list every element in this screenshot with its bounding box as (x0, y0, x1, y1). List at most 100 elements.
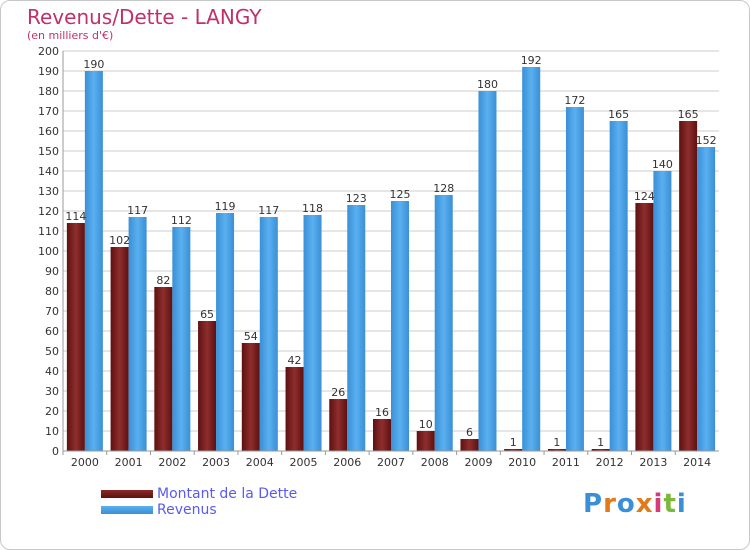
bar-dette (547, 449, 566, 451)
proxiti-logo: Proxiti (583, 489, 687, 519)
bar-revenus (128, 217, 147, 451)
y-tick-label: 0 (52, 445, 59, 458)
legend-item-dette: Montant de la Dette (101, 486, 297, 502)
y-tick-label: 190 (38, 65, 59, 78)
x-tick-label: 2004 (246, 456, 274, 469)
bar-dette (110, 247, 129, 451)
data-label: 1 (597, 436, 604, 449)
y-tick-label: 50 (45, 345, 59, 358)
bar-revenus (565, 107, 584, 451)
bar-revenus (303, 215, 322, 451)
legend-swatch-revenus (101, 506, 153, 514)
data-label: 54 (244, 330, 258, 343)
data-label: 10 (419, 418, 433, 431)
bar-dette (285, 367, 304, 451)
data-label: 192 (521, 54, 542, 67)
data-label: 42 (288, 354, 302, 367)
y-tick-label: 100 (38, 245, 59, 258)
x-tick-label: 2003 (202, 456, 230, 469)
data-label: 180 (477, 78, 498, 91)
data-label: 1 (510, 436, 517, 449)
legend-item-revenus: Revenus (101, 502, 297, 518)
bar-dette (373, 419, 391, 451)
data-label: 117 (258, 204, 279, 217)
data-label: 82 (156, 274, 170, 287)
data-label: 172 (564, 94, 585, 107)
data-label: 124 (634, 190, 655, 203)
x-tick-label: 2001 (115, 456, 143, 469)
bar-dette (504, 449, 523, 451)
bar-revenus (522, 67, 541, 451)
y-tick-label: 90 (45, 265, 59, 278)
x-tick-label: 2002 (158, 456, 186, 469)
data-label: 165 (678, 108, 699, 121)
bar-revenus (653, 171, 672, 451)
y-tick-label: 70 (45, 305, 59, 318)
bar-revenus (609, 121, 628, 451)
y-tick-label: 180 (38, 85, 59, 98)
data-label: 119 (215, 200, 236, 213)
y-tick-label: 10 (45, 425, 59, 438)
y-tick-label: 110 (38, 225, 59, 238)
bar-revenus (84, 71, 103, 451)
bar-dette (66, 223, 85, 451)
bar-revenus (391, 201, 409, 451)
bar-revenus (347, 205, 366, 451)
chart-subtitle: (en milliers d'€) (27, 29, 114, 42)
bar-revenus (259, 217, 278, 451)
bar-dette (154, 287, 173, 451)
data-label: 117 (127, 204, 148, 217)
data-label: 125 (390, 188, 411, 201)
bar-revenus (697, 147, 716, 451)
y-tick-label: 140 (38, 165, 59, 178)
data-label: 165 (608, 108, 629, 121)
data-label: 112 (171, 214, 192, 227)
bar-revenus (172, 227, 191, 451)
data-label: 118 (302, 202, 323, 215)
y-tick-label: 20 (45, 405, 59, 418)
legend: Montant de la Dette Revenus (101, 486, 297, 518)
legend-label-revenus: Revenus (157, 502, 217, 518)
data-labels: 1141901021178211265119541174211826123161… (65, 54, 716, 449)
x-tick-label: 2014 (683, 456, 711, 469)
y-tick-label: 160 (38, 125, 59, 138)
x-tick-label: 2013 (639, 456, 667, 469)
data-label: 65 (200, 308, 214, 321)
x-tick-label: 2005 (290, 456, 318, 469)
bar-dette (198, 321, 217, 451)
bar-dette (416, 431, 435, 451)
y-tick-label: 30 (45, 385, 59, 398)
y-tick-label: 150 (38, 145, 59, 158)
chart-title: Revenus/Dette - LANGY (27, 5, 262, 29)
bar-dette (460, 439, 479, 451)
data-label: 1 (553, 436, 560, 449)
x-tick-label: 2009 (464, 456, 492, 469)
y-tick-label: 80 (45, 285, 59, 298)
y-tick-label: 200 (38, 45, 59, 58)
bar-dette (635, 203, 654, 451)
data-label: 6 (466, 426, 473, 439)
data-label: 102 (109, 234, 130, 247)
data-label: 190 (83, 58, 104, 71)
x-tick-label: 2010 (508, 456, 536, 469)
bar-revenus (434, 195, 453, 451)
x-tick-label: 2000 (71, 456, 99, 469)
data-label: 140 (652, 158, 673, 171)
data-label: 152 (696, 134, 717, 147)
axes: 0102030405060708090100110120130140150160… (38, 45, 719, 469)
bars (66, 67, 716, 451)
bar-dette (329, 399, 348, 451)
y-tick-label: 120 (38, 205, 59, 218)
data-label: 123 (346, 192, 367, 205)
bar-dette (591, 449, 610, 451)
bar-dette (679, 121, 698, 451)
x-tick-label: 2008 (421, 456, 449, 469)
x-tick-label: 2012 (596, 456, 624, 469)
data-label: 128 (433, 182, 454, 195)
x-tick-label: 2011 (552, 456, 580, 469)
data-label: 114 (65, 210, 86, 223)
x-tick-label: 2006 (333, 456, 361, 469)
bar-revenus (216, 213, 235, 451)
